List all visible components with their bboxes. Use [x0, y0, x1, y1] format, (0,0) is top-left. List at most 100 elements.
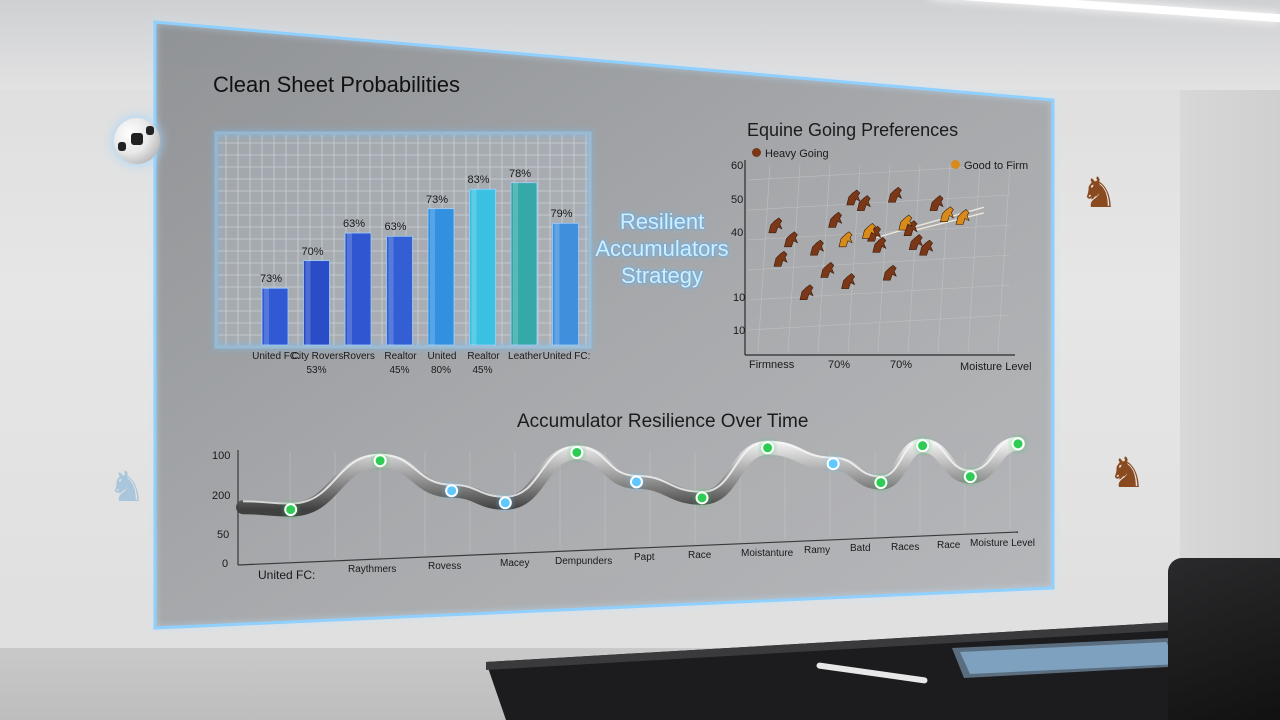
horse-point [888, 186, 902, 203]
data-marker [284, 503, 298, 517]
ball-patch [131, 133, 143, 145]
horse-point [820, 262, 835, 278]
scatter-ytick: 10 [733, 325, 746, 337]
bar-highlight [430, 208, 435, 345]
data-marker [695, 491, 709, 505]
line-ytick: 200 [212, 490, 231, 502]
legend-heavy-label: Heavy Going [765, 148, 829, 160]
scatter-ytick: 50 [731, 194, 744, 206]
horse-point [856, 195, 871, 211]
bar [469, 188, 496, 346]
bar-category-label: Rovers [343, 351, 375, 362]
right-wall [1180, 90, 1280, 650]
data-marker [1011, 437, 1025, 451]
line-ytick: 0 [222, 558, 229, 570]
horse-icon: ♞ [1108, 449, 1146, 496]
bar-value-label: 73% [426, 193, 449, 206]
office-chair [1168, 558, 1280, 720]
scatter-ytick: 10 [733, 292, 746, 304]
bar-category-label: United [427, 351, 457, 362]
line-xtick: United FC: [258, 568, 316, 583]
data-marker [373, 454, 387, 468]
legend-good-dot [951, 160, 960, 169]
scatter-plot [768, 186, 984, 301]
scatter-xtick: 70% [828, 359, 851, 371]
bar-chart [261, 182, 579, 346]
soccer-ball-icon [114, 118, 160, 164]
data-marker [570, 445, 584, 459]
horse-point [940, 206, 954, 223]
horse-point [846, 189, 861, 206]
bar [303, 260, 330, 346]
bar-value-label: 83% [467, 174, 490, 187]
legend-heavy: Heavy Going [752, 148, 829, 160]
bar-highlight [513, 182, 518, 345]
bar [552, 222, 579, 346]
horse-point [828, 211, 843, 228]
bar-category-label: City Rovers [291, 351, 344, 362]
legend-good: Good to Firm [951, 160, 1028, 172]
line-xtick: Batd [850, 543, 871, 555]
strategy-text: Resilient Accumulators Strategy [592, 208, 732, 289]
data-marker [826, 457, 840, 471]
line-xtick: Papt [634, 552, 655, 564]
line-ytick: 100 [212, 450, 231, 462]
line-xtick: Race [937, 539, 961, 551]
horse-point [799, 284, 814, 301]
line-xtick: Rovess [428, 561, 462, 573]
scatter-xtick: Moisture Level [960, 361, 1032, 373]
bar-sub-label: 45% [389, 365, 410, 376]
bar-category-label: Realtor [384, 351, 417, 362]
horse-point [908, 234, 923, 250]
data-marker [963, 470, 977, 484]
horse-point [862, 223, 876, 239]
bar-highlight [388, 236, 394, 345]
bottom-chart-title: Accumulator Resilience Over Time [517, 411, 809, 432]
bar-category-label: United FC: [542, 351, 591, 362]
strategy-line-1: Resilient [619, 209, 705, 234]
horse-point [838, 231, 853, 248]
bar-highlight [471, 189, 477, 345]
horse-point [773, 250, 788, 267]
scatter-xtick: Firmness [749, 359, 795, 371]
horse-point [919, 239, 934, 256]
desk [486, 622, 1280, 720]
data-marker [761, 441, 775, 455]
bar-value-label: 63% [384, 221, 407, 234]
horse-point [768, 217, 783, 234]
bar-highlight [305, 260, 311, 345]
data-marker [916, 439, 930, 453]
bar [510, 182, 538, 346]
line-xtick: Raythmers [348, 564, 397, 576]
line-xtick: Dempunders [555, 555, 613, 567]
line-xtick: Moisture Level [970, 538, 1036, 550]
legend-good-label: Good to Firm [964, 160, 1029, 172]
bar-value-label: 78% [509, 167, 532, 180]
trend-line [905, 212, 984, 234]
horse-point [810, 239, 824, 256]
stylus [816, 662, 928, 684]
bar-value-label: 70% [301, 245, 324, 258]
bar [427, 208, 455, 346]
line-xtick: Macey [500, 557, 530, 569]
bar-value-label: 63% [343, 218, 366, 231]
scatter-ytick: 40 [731, 227, 744, 239]
bar-sub-label: 45% [472, 365, 493, 376]
strategy-line-3: Strategy [621, 263, 703, 288]
bar-sub-label: 80% [430, 365, 451, 376]
bar [386, 235, 413, 346]
ribbon-edge [242, 436, 1019, 505]
horse-point [841, 273, 856, 289]
line-xtick: Ramy [804, 545, 831, 557]
horse-point [784, 231, 798, 248]
bar-category-label: Realtor [467, 351, 500, 362]
horse-icon: ♞ [108, 463, 146, 510]
bar-value-label: 73% [260, 273, 283, 286]
horse-point [872, 236, 887, 253]
line-xtick: Race [688, 550, 712, 562]
left-chart-title: Clean Sheet Probabilities [213, 72, 461, 97]
horse-icon: ♞ [1080, 169, 1118, 216]
legend-heavy-dot [752, 148, 761, 157]
